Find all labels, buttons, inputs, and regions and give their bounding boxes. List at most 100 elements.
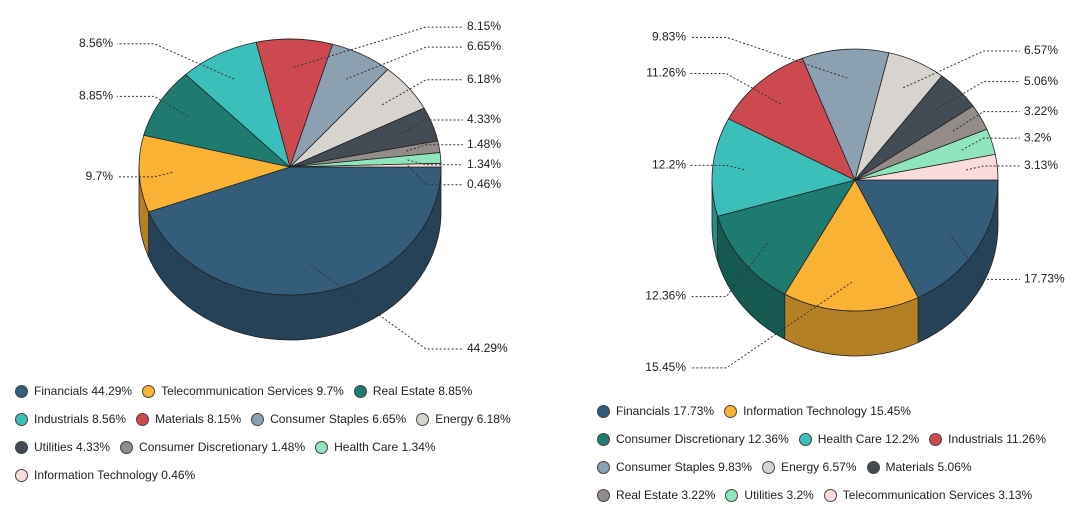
legend-swatch xyxy=(798,432,812,446)
leader-line xyxy=(117,95,189,118)
legend-label: Utilities xyxy=(744,488,784,502)
legend-swatch xyxy=(120,440,134,454)
data-label: 6.65% xyxy=(467,39,501,53)
slice xyxy=(784,179,919,312)
legend-value: 9.83% xyxy=(718,460,753,474)
legend-item: Energy 6.57% xyxy=(762,460,857,474)
leader-line xyxy=(407,165,463,186)
legend-swatch xyxy=(597,488,610,502)
slice xyxy=(854,153,999,181)
legend-label: Information Technology xyxy=(743,404,867,418)
legend-swatch xyxy=(762,460,776,474)
data-label: 3.22% xyxy=(1024,104,1058,118)
legend-swatch xyxy=(416,412,430,426)
legend-swatch xyxy=(142,384,156,398)
data-label: 12.2% xyxy=(652,158,686,172)
legend-label: Telecommunication Services xyxy=(161,384,314,398)
legend-label: Consumer Discretionary xyxy=(616,432,745,446)
legend-label: Utilities xyxy=(34,440,73,454)
data-label: 4.33% xyxy=(467,112,501,126)
legend-value: 1.34% xyxy=(401,440,436,454)
legend-item: Information Technology 15.45% xyxy=(724,404,911,418)
slice xyxy=(717,179,856,295)
leader-line xyxy=(690,281,853,369)
leader-line xyxy=(345,46,463,80)
legend-value: 8.15% xyxy=(207,412,242,426)
legend-item: Real Estate 8.85% xyxy=(353,384,472,398)
legend-label: Information Technology xyxy=(34,468,158,482)
legend-swatch xyxy=(353,384,367,398)
legend-value: 12.36% xyxy=(748,432,789,446)
legend-item: Energy 6.18% xyxy=(416,412,511,426)
legend-value: 3.2% xyxy=(786,488,814,502)
data-label: 3.2% xyxy=(1024,130,1052,144)
legend-item: Materials 8.15% xyxy=(136,412,241,426)
legend-item: Materials 5.06% xyxy=(866,460,972,474)
data-label: 11.26% xyxy=(646,66,686,80)
slice xyxy=(138,134,292,213)
legend-swatch xyxy=(866,460,880,474)
data-label: 3.13% xyxy=(1024,158,1058,172)
leader-line xyxy=(961,137,1020,151)
leader-line xyxy=(952,111,1020,132)
legend-swatch xyxy=(315,440,329,454)
legend-item: Industrials 11.26% xyxy=(929,432,1046,446)
legend-item: Consumer Staples 9.83% xyxy=(597,460,752,474)
legend-label: Health Care xyxy=(334,440,399,454)
legend-value: 3.22% xyxy=(681,488,716,502)
legend-swatch xyxy=(597,460,610,474)
data-label: 6.57% xyxy=(1024,43,1058,57)
data-label: 44.29% xyxy=(467,341,508,355)
legend-value: 0.46% xyxy=(161,468,196,482)
data-label: 8.85% xyxy=(79,89,113,103)
legend-swatch xyxy=(597,404,610,418)
legend-swatch xyxy=(15,468,28,482)
legend-swatch xyxy=(725,488,739,502)
data-label: 5.06% xyxy=(1024,74,1058,88)
leader-line xyxy=(117,43,235,80)
legend-item: Telecommunication Services 3.13% xyxy=(823,488,1032,502)
legend-value: 6.65% xyxy=(372,412,407,426)
legend-label: Consumer Staples xyxy=(616,460,715,474)
legend-value: 15.45% xyxy=(870,404,911,418)
legend-value: 8.56% xyxy=(92,412,127,426)
legend-item: Utilities 4.33% xyxy=(15,440,110,454)
leader-line xyxy=(406,144,463,152)
legend-item: Telecommunication Services 9.7% xyxy=(142,384,344,398)
legend-swatch xyxy=(929,432,943,446)
legend-label: Energy xyxy=(435,412,474,426)
legend-swatch xyxy=(15,412,28,426)
data-label: 1.48% xyxy=(467,137,501,151)
legend-swatch xyxy=(15,384,28,398)
legend-item: Consumer Discretionary 1.48% xyxy=(120,440,305,454)
data-label: 8.56% xyxy=(79,36,113,50)
legend-label: Financials xyxy=(616,404,671,418)
legend-swatch xyxy=(136,412,150,426)
data-label: 0.46% xyxy=(467,177,501,191)
legend-item: Health Care 1.34% xyxy=(315,440,436,454)
slice xyxy=(711,118,857,217)
legend-item: Financials 44.29% xyxy=(15,384,132,398)
data-label: 12.36% xyxy=(645,289,686,303)
slice xyxy=(801,48,890,182)
slice xyxy=(727,57,856,181)
data-label: 1.34% xyxy=(467,157,501,171)
legend-value: 11.26% xyxy=(1006,432,1047,446)
data-label: 15.45% xyxy=(645,360,686,374)
legend-item: Consumer Discretionary 12.36% xyxy=(597,432,789,446)
legend-swatch xyxy=(823,488,837,502)
legend-label: Consumer Staples xyxy=(270,412,369,426)
data-label: 6.18% xyxy=(467,72,501,86)
legend-label: Energy xyxy=(781,460,820,474)
leader-line xyxy=(381,79,463,106)
legend-value: 17.73% xyxy=(673,404,715,418)
leader-line xyxy=(690,73,781,105)
legend-item: Consumer Staples 6.65% xyxy=(251,412,406,426)
legend-value: 9.7% xyxy=(316,384,344,398)
legend-value: 4.33% xyxy=(76,440,111,454)
legend-item: Real Estate 3.22% xyxy=(597,488,715,502)
data-label: 17.73% xyxy=(1024,272,1065,286)
leader-line xyxy=(400,119,463,134)
data-label: 9.83% xyxy=(652,30,686,44)
legend-item: Utilities 3.2% xyxy=(725,488,814,502)
